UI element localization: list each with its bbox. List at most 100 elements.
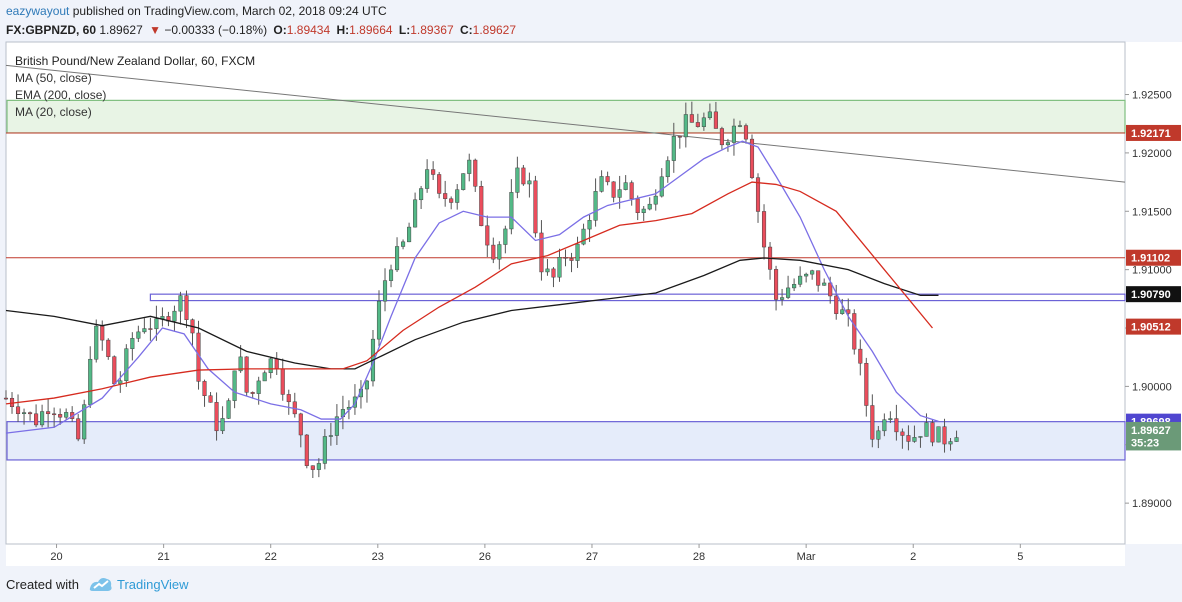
candle-body bbox=[274, 358, 279, 370]
x-tick-label: 23 bbox=[372, 551, 384, 563]
candle-body bbox=[954, 437, 959, 442]
candle-body bbox=[545, 268, 550, 273]
candle-body bbox=[587, 220, 592, 230]
candle-body bbox=[942, 426, 947, 445]
candle-body bbox=[310, 465, 315, 470]
change-arrow-icon: ▼ bbox=[149, 23, 161, 37]
ma20-line bbox=[5, 140, 939, 434]
x-tick-label: 27 bbox=[586, 551, 598, 563]
candle-body bbox=[912, 437, 917, 442]
price-label-bg bbox=[1126, 286, 1181, 303]
candle-body bbox=[605, 176, 610, 183]
candle-body bbox=[491, 244, 496, 260]
y-tick-label: 1.92000 bbox=[1132, 148, 1172, 160]
candle-body bbox=[58, 414, 63, 418]
candle-body bbox=[352, 396, 357, 408]
trendline-layer bbox=[5, 64, 1126, 183]
candle-body bbox=[413, 199, 418, 228]
candle-body bbox=[930, 422, 935, 443]
close-value: 1.89627 bbox=[472, 23, 517, 37]
candle-body bbox=[737, 125, 743, 127]
candle-body bbox=[46, 411, 51, 415]
y-tick-label: 1.91000 bbox=[1132, 265, 1172, 277]
candle-body bbox=[106, 339, 111, 357]
candle-body bbox=[82, 404, 87, 440]
candle-body bbox=[653, 195, 658, 205]
candle-body bbox=[551, 268, 556, 278]
candle-body bbox=[828, 282, 833, 297]
price-label: 1.90512 bbox=[1131, 322, 1171, 334]
price-chart[interactable]: 1.925001.920001.915001.910001.905001.900… bbox=[0, 0, 1182, 568]
footer: Created with TradingView bbox=[0, 568, 1182, 602]
legend-ema200[interactable]: EMA (200, close) bbox=[15, 88, 106, 102]
candle-body bbox=[575, 243, 580, 261]
price-label-bg bbox=[1126, 318, 1181, 335]
price-label: 35:23 bbox=[1131, 437, 1159, 449]
candle-body bbox=[719, 128, 724, 146]
candle-body bbox=[617, 189, 622, 198]
candle-body bbox=[623, 182, 628, 190]
candle-body bbox=[28, 412, 33, 415]
candle-body bbox=[774, 269, 779, 300]
candle-body bbox=[376, 300, 382, 340]
candle-body bbox=[21, 412, 27, 414]
price-axis-ticks: 1.925001.920001.915001.910001.905001.900… bbox=[1125, 90, 1172, 510]
candle-body bbox=[743, 125, 749, 140]
y-tick-label: 1.91500 bbox=[1132, 206, 1172, 218]
candle-body bbox=[798, 275, 803, 285]
time-axis[interactable] bbox=[6, 544, 1125, 566]
price-labels-layer: 1.921711.911021.907901.905121.896981.896… bbox=[1126, 124, 1181, 451]
candle-body bbox=[142, 328, 147, 333]
trendline bbox=[5, 64, 1126, 183]
time-axis-ticks: 20 21 22 23 26 27 28 Mar 2 5 bbox=[50, 544, 1023, 563]
author-link[interactable]: eazywayout bbox=[6, 4, 70, 18]
candle-body bbox=[882, 419, 887, 432]
candle-body bbox=[731, 125, 737, 143]
created-with-text: Created with bbox=[6, 577, 79, 592]
candle-body bbox=[52, 413, 57, 416]
candle-body bbox=[713, 111, 718, 129]
candle-body bbox=[852, 313, 857, 350]
candle-body bbox=[761, 211, 767, 248]
price-label: 1.91102 bbox=[1131, 253, 1170, 265]
legend-title: British Pound/New Zealand Dollar, 60, FX… bbox=[15, 54, 255, 68]
y-tick-label: 1.92500 bbox=[1132, 90, 1172, 102]
candle-body bbox=[497, 244, 502, 260]
candle-body bbox=[268, 358, 273, 374]
candle-body bbox=[786, 287, 791, 298]
candle-body bbox=[804, 273, 809, 277]
price-label-bg bbox=[1126, 421, 1181, 438]
close-label: C: bbox=[459, 23, 473, 37]
candle-body bbox=[665, 160, 670, 178]
candle-body bbox=[328, 435, 333, 437]
candle-body bbox=[557, 257, 562, 278]
candle-body bbox=[419, 188, 424, 201]
tradingview-link[interactable]: TradingView bbox=[117, 577, 189, 592]
candle-body bbox=[388, 269, 394, 281]
legend-ma20[interactable]: MA (20, close) bbox=[15, 105, 92, 119]
mid-zone bbox=[149, 293, 1126, 302]
candle-body bbox=[407, 226, 412, 243]
candle-body bbox=[304, 434, 309, 466]
candle-body bbox=[286, 394, 291, 403]
candle-body bbox=[100, 325, 105, 341]
symbol-timeframe: FX:GBPNZD, 60 bbox=[6, 23, 97, 37]
candle-body bbox=[918, 436, 923, 438]
candle-body bbox=[948, 441, 953, 445]
candle-body bbox=[148, 328, 153, 330]
candle-body bbox=[382, 280, 388, 302]
candle-body bbox=[334, 416, 339, 436]
candle-body bbox=[755, 177, 761, 212]
x-tick-label: 20 bbox=[50, 551, 62, 563]
candle-body bbox=[280, 368, 285, 395]
candle-body bbox=[599, 176, 604, 192]
candle-body bbox=[695, 122, 700, 127]
candle-body bbox=[118, 380, 123, 385]
open-value: 1.89434 bbox=[286, 23, 331, 37]
candle-body bbox=[647, 203, 652, 210]
candle-body bbox=[124, 348, 129, 381]
tradingview-logo-icon[interactable] bbox=[88, 573, 114, 595]
legend-ma50[interactable]: MA (50, close) bbox=[15, 71, 92, 85]
price-label: 1.89627 bbox=[1131, 425, 1171, 437]
price-label-bg bbox=[1126, 249, 1181, 266]
